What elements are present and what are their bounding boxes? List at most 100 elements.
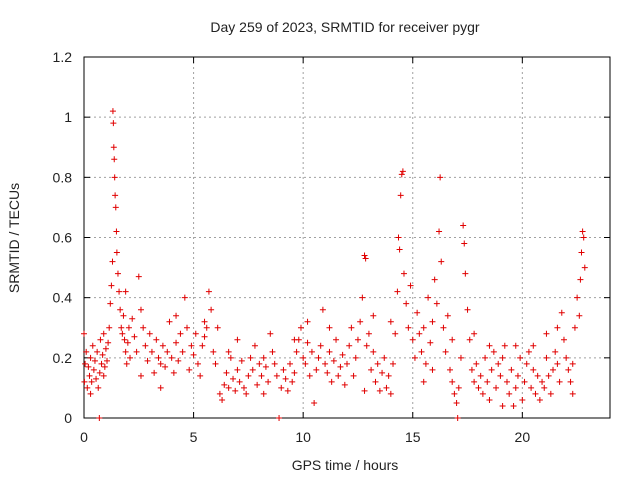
data-point xyxy=(282,375,289,382)
data-point xyxy=(87,390,94,397)
axis-ticks xyxy=(83,56,610,419)
data-point xyxy=(493,384,500,391)
data-point xyxy=(503,378,510,385)
data-point xyxy=(558,309,565,316)
data-point xyxy=(578,249,585,256)
data-point xyxy=(216,390,223,397)
data-point xyxy=(153,336,160,343)
data-point xyxy=(396,246,403,253)
data-point xyxy=(287,360,294,367)
data-point xyxy=(390,360,397,367)
data-point xyxy=(184,324,191,331)
data-point xyxy=(385,372,392,379)
data-point xyxy=(397,192,404,199)
data-point xyxy=(179,348,186,355)
data-point xyxy=(192,330,199,337)
data-point xyxy=(532,390,539,397)
data-point xyxy=(414,309,421,316)
data-point xyxy=(534,372,541,379)
data-point xyxy=(97,336,104,343)
data-point xyxy=(394,288,401,295)
data-point xyxy=(247,354,254,361)
data-point xyxy=(499,402,506,409)
data-point xyxy=(361,252,368,259)
data-point xyxy=(81,378,88,385)
data-point xyxy=(109,108,116,115)
data-point xyxy=(429,318,436,325)
data-point xyxy=(101,363,108,370)
data-point xyxy=(157,384,164,391)
data-point xyxy=(567,378,574,385)
data-point xyxy=(251,342,258,349)
y-tick-label: 1 xyxy=(64,109,72,125)
x-tick-label: 20 xyxy=(515,429,531,445)
data-point xyxy=(291,336,298,343)
data-point xyxy=(110,144,117,151)
data-point xyxy=(512,342,519,349)
data-point xyxy=(508,366,515,373)
data-point xyxy=(102,345,109,352)
y-tick-label: 1.2 xyxy=(53,49,73,65)
data-point xyxy=(107,300,114,307)
data-point xyxy=(333,336,340,343)
data-point xyxy=(440,324,447,331)
data-point xyxy=(120,312,127,319)
data-point xyxy=(374,360,381,367)
data-point xyxy=(438,258,445,265)
data-point xyxy=(117,306,124,313)
data-point xyxy=(225,348,232,355)
y-tick-label: 0.6 xyxy=(53,230,73,246)
data-point xyxy=(486,342,493,349)
data-point xyxy=(579,228,586,235)
data-point xyxy=(530,366,537,373)
data-point xyxy=(461,240,468,247)
data-point xyxy=(89,342,96,349)
data-point xyxy=(121,336,128,343)
data-point xyxy=(260,354,267,361)
data-point xyxy=(362,255,369,262)
data-point xyxy=(186,366,193,373)
data-point xyxy=(159,342,166,349)
data-point xyxy=(471,378,478,385)
data-point xyxy=(197,372,204,379)
data-point xyxy=(210,348,217,355)
data-point xyxy=(243,390,250,397)
data-point xyxy=(129,315,136,322)
data-point xyxy=(317,342,324,349)
data-point xyxy=(175,357,182,364)
data-point xyxy=(576,312,583,319)
data-point xyxy=(137,306,144,313)
data-point xyxy=(249,366,256,373)
data-point xyxy=(122,288,129,295)
data-point xyxy=(100,330,107,337)
data-point xyxy=(284,387,291,394)
data-point xyxy=(376,387,383,394)
data-point xyxy=(324,369,331,376)
data-point xyxy=(219,396,226,403)
data-point xyxy=(405,324,412,331)
data-point xyxy=(177,330,184,337)
data-point xyxy=(560,336,567,343)
data-point xyxy=(84,384,91,391)
data-point xyxy=(111,156,118,163)
data-point xyxy=(111,174,118,181)
data-point xyxy=(116,288,123,295)
data-point xyxy=(94,348,101,355)
data-point xyxy=(82,360,89,367)
data-point xyxy=(409,336,416,343)
data-point xyxy=(302,360,309,367)
data-point xyxy=(304,318,311,325)
data-point xyxy=(341,381,348,388)
data-point xyxy=(234,336,241,343)
data-point xyxy=(569,390,576,397)
data-point xyxy=(95,384,102,391)
data-point xyxy=(420,324,427,331)
data-point xyxy=(501,342,508,349)
data-point xyxy=(330,357,337,364)
data-point xyxy=(164,348,171,355)
data-point xyxy=(403,300,410,307)
data-point xyxy=(99,351,106,358)
data-point xyxy=(444,312,451,319)
data-point xyxy=(140,324,147,331)
data-point xyxy=(411,354,418,361)
